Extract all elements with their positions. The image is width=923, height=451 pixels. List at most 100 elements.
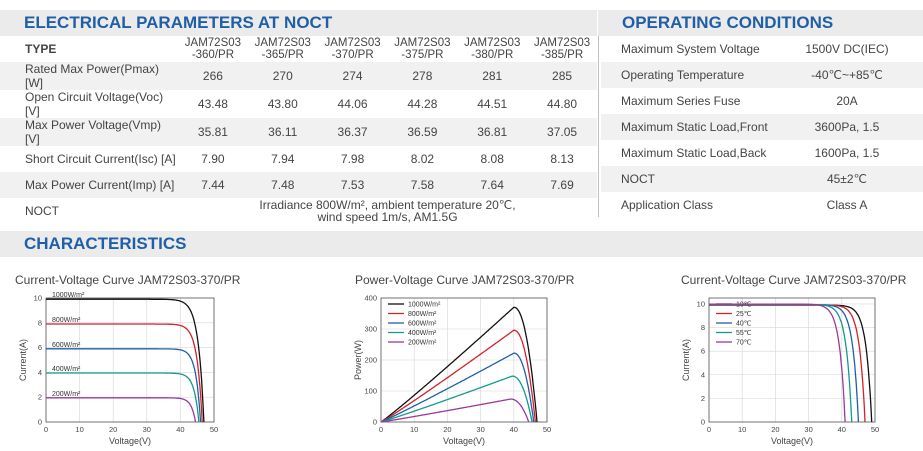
x-tick-label: 20 (109, 425, 117, 434)
row-label: Operating Temperature (601, 62, 771, 88)
table-row: Rated Max Power(Pmax) [W] 266 270 274 27… (0, 62, 597, 90)
electrical-section-title: ELECTRICAL PARAMETERS AT NOCT (0, 10, 597, 36)
model-header: JAM72S03 -370/PR (324, 37, 381, 61)
x-tick-label: 40 (838, 425, 846, 434)
model-header: JAM72S03 -385/PR (533, 37, 591, 61)
cell-value: 285 (527, 62, 597, 90)
model-header: JAM72S03 -360/PR (184, 37, 242, 61)
row-label: Maximum Static Load,Back (621, 146, 767, 160)
series-line (46, 372, 200, 423)
cell-value: 1500V DC(IEC) (805, 42, 889, 56)
cell-value: Class A (826, 198, 868, 212)
table-row: Open Circuit Voltage(Voc) [V] 43.48 43.8… (0, 90, 597, 118)
y-tick-label: 100 (364, 387, 377, 396)
x-axis-label: Voltage(V) (771, 436, 813, 446)
x-tick-label: 20 (443, 425, 451, 434)
table-row: NOCT Irradiance 800W/m², ambient tempera… (0, 198, 597, 224)
y-axis-label: Current(A) (681, 339, 691, 381)
plot-frame (45, 297, 215, 423)
model-header: JAM72S03 -380/PR (464, 37, 521, 61)
cell-value: 8.13 (550, 152, 574, 166)
cell-value: 270 (247, 62, 318, 90)
legend-label: 1000W/m² (52, 292, 85, 299)
x-axis-label: Voltage(V) (443, 436, 485, 446)
y-tick-label: 4 (38, 368, 42, 377)
x-tick-label: 10 (738, 425, 746, 434)
cell-value: 44.06 (337, 97, 368, 111)
cell-value: 7.69 (527, 172, 597, 198)
cell-value: 8.02 (410, 152, 435, 166)
cell-value: 43.80 (267, 97, 298, 111)
series-line (709, 303, 846, 423)
x-tick-label: 50 (543, 425, 551, 434)
table-row: Short Circuit Current(Isc) [A] 7.90 7.94… (0, 146, 597, 172)
series-line (380, 329, 537, 423)
cell-value: 7.58 (387, 172, 458, 198)
noct-conditions: Irradiance 800W/m², ambient temperature … (259, 198, 516, 224)
series-line (46, 348, 202, 423)
legend-label: 200W/m² (52, 391, 81, 398)
table-row: Operating Temperature -40℃~+85℃ (601, 62, 923, 88)
characteristics-section-title: CHARACTERISTICS (0, 231, 923, 257)
legend-label: 200W/m² (408, 340, 437, 347)
cell-value: 7.48 (247, 172, 318, 198)
x-tick-label: 40 (510, 425, 518, 434)
y-axis-label: Current(A) (18, 339, 28, 381)
cell-value: 7.94 (271, 152, 295, 166)
iv-chart-title: Current-Voltage Curve JAM72S03-370/PR (15, 273, 241, 287)
y-tick-label: 6 (701, 347, 705, 356)
cell-value: 20A (836, 94, 858, 108)
table-row: Max Power Voltage(Vmp) [V] 35.81 36.11 3… (0, 118, 597, 146)
y-tick-label: 2 (701, 394, 705, 403)
x-tick-label: 40 (176, 425, 184, 434)
row-label: Max Power Current(Imp) [A] (0, 172, 178, 198)
table-row: Application Class Class A (601, 192, 923, 218)
type-label: TYPE (25, 42, 57, 56)
cell-value: 44.51 (477, 97, 508, 111)
table-row: Max Power Current(Imp) [A] 7.44 7.48 7.5… (0, 172, 597, 198)
series-line (46, 397, 197, 423)
cell-value: 35.81 (178, 118, 248, 146)
row-label: Rated Max Power(Pmax) [W] (0, 62, 178, 90)
series-line (380, 375, 533, 423)
y-tick-label: 10 (697, 299, 705, 308)
series-line (709, 303, 853, 423)
cell-value: 281 (457, 62, 528, 90)
y-axis-label: Power(W) (353, 340, 363, 380)
y-tick-label: 8 (701, 323, 705, 332)
model-header: JAM72S03 -375/PR (394, 37, 451, 61)
table-row: Maximum Static Load,Front 3600Pa, 1.5 (601, 114, 923, 140)
y-tick-label: 8 (38, 318, 42, 327)
plot-frame (380, 297, 548, 423)
table-row: Maximum System Voltage 1500V DC(IEC) (601, 36, 923, 62)
cell-value: -40℃~+85℃ (771, 62, 923, 88)
cell-value: 36.11 (247, 118, 318, 146)
electrical-parameters-table: TYPE JAM72S03 -360/PR JAM72S03 -365/PR JAM… (0, 36, 597, 224)
plot-frame (708, 297, 876, 423)
cell-value: 3600Pa, 1.5 (771, 114, 923, 140)
series-line (46, 298, 205, 423)
row-label: Open Circuit Voltage(Voc) [V] (25, 90, 164, 118)
x-tick-label: 50 (871, 425, 879, 434)
iv-temp-chart-title: Current-Voltage Curve JAM72S03-370/PR (681, 273, 907, 287)
y-tick-label: 2 (38, 393, 42, 402)
table-row: Maximum Static Load,Back 1600Pa, 1.5 (601, 140, 923, 166)
cell-value: 37.05 (527, 118, 597, 146)
y-tick-label: 300 (364, 325, 377, 334)
legend-label: 600W/m² (408, 321, 437, 328)
table-row: NOCT 45±2℃ (601, 166, 923, 192)
row-label: Application Class (621, 198, 714, 212)
y-tick-label: 400 (364, 294, 377, 303)
x-tick-label: 0 (44, 425, 48, 434)
y-tick-label: 10 (34, 294, 42, 303)
cell-value: 266 (178, 62, 248, 90)
legend-label: 1000W/m² (408, 302, 441, 309)
legend-label: 800W/m² (52, 317, 81, 324)
legend-label: 600W/m² (52, 342, 81, 349)
row-label: Maximum System Voltage (621, 42, 760, 56)
row-label: NOCT (25, 204, 59, 218)
legend-label: 400W/m² (408, 330, 437, 337)
x-tick-label: 50 (210, 425, 218, 434)
iv-temperature-chart: 0 10 20 30 40 500246810Voltage(V)Current(A)10… (681, 297, 879, 446)
cell-value: 44.28 (407, 97, 438, 111)
